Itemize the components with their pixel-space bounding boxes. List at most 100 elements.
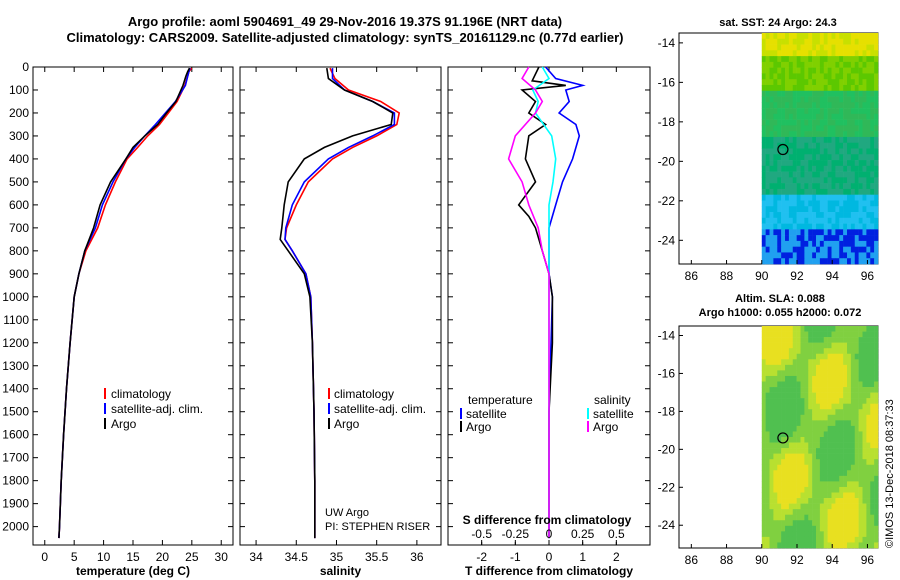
map-cell xyxy=(765,183,770,190)
map-cell xyxy=(847,73,852,80)
map-cell xyxy=(819,79,825,86)
note-pi: PI: STEPHEN RISER xyxy=(325,521,430,533)
map-cell xyxy=(796,437,801,443)
map-cell xyxy=(831,79,836,86)
map-cell xyxy=(823,44,828,51)
map-cell xyxy=(761,398,766,404)
map-cell xyxy=(808,475,813,482)
map-cell xyxy=(854,364,859,371)
map-cell xyxy=(812,442,817,449)
map-cell xyxy=(823,331,828,338)
map-cell xyxy=(831,503,836,510)
map-cell xyxy=(870,425,875,432)
map-cell xyxy=(761,67,766,74)
map-cell xyxy=(862,56,867,63)
map-cell xyxy=(843,61,848,68)
map-cell xyxy=(874,448,879,454)
map-cell xyxy=(773,470,778,477)
map-cell xyxy=(769,498,774,504)
map-cell xyxy=(773,212,778,219)
map-cell xyxy=(874,258,879,265)
map-cell xyxy=(788,425,794,432)
map-cell xyxy=(781,375,786,382)
map-cell xyxy=(831,464,836,471)
map-cell xyxy=(862,342,867,349)
map-cell xyxy=(800,67,805,74)
map-cell xyxy=(858,252,863,259)
sla-map-title-2: Argo h1000: 0.055 h2000: 0.072 xyxy=(699,307,862,319)
map-cell xyxy=(827,453,832,460)
map-cell xyxy=(800,90,805,97)
map-cell xyxy=(874,403,879,410)
map-cell xyxy=(862,90,867,97)
map-cell xyxy=(765,348,770,355)
map-cell xyxy=(866,459,871,466)
map-cell xyxy=(847,96,852,103)
map-cell xyxy=(773,353,778,360)
map-cell xyxy=(761,90,766,97)
map-cell xyxy=(858,459,863,466)
map-cell xyxy=(781,486,786,493)
legend-label: climatology xyxy=(111,387,171,401)
map-cell xyxy=(781,235,786,242)
map-cell xyxy=(858,486,863,493)
map-cell xyxy=(781,492,786,499)
map-cell xyxy=(804,353,809,360)
map-cell xyxy=(835,217,840,224)
map-cell xyxy=(769,525,774,532)
map-cell xyxy=(854,442,859,449)
map-cell xyxy=(874,79,879,86)
map-cell xyxy=(862,542,867,549)
map-cell xyxy=(858,542,863,549)
map-cell xyxy=(816,223,821,230)
map-cell xyxy=(843,79,848,86)
map-cell xyxy=(843,50,848,57)
map-cell xyxy=(854,359,859,366)
map-cell xyxy=(804,165,809,172)
map-cell xyxy=(773,258,778,265)
map-cell xyxy=(839,206,844,213)
map-cell xyxy=(819,113,825,120)
map-cell xyxy=(839,342,844,349)
map-cell xyxy=(792,531,797,538)
map-cell xyxy=(870,470,875,477)
map-cell xyxy=(781,33,786,40)
map-cell xyxy=(788,188,794,196)
map-cell xyxy=(850,498,856,504)
map-cell xyxy=(781,326,786,332)
map-cell xyxy=(843,453,848,460)
map-cell xyxy=(866,240,871,247)
map-cell xyxy=(773,67,778,74)
map-cell xyxy=(777,50,782,57)
map-cell xyxy=(874,108,879,115)
map-cell xyxy=(792,206,797,213)
map-cell xyxy=(870,188,875,196)
map-cell xyxy=(765,387,770,393)
map-cell xyxy=(866,188,871,196)
map-cell xyxy=(847,448,852,454)
map-cell xyxy=(773,387,778,393)
map-cell xyxy=(850,536,856,543)
map-cell xyxy=(761,131,766,138)
map-cell xyxy=(812,542,817,549)
map-cell xyxy=(854,119,859,126)
map-cell xyxy=(792,160,797,167)
map-cell xyxy=(785,486,790,493)
map-cell xyxy=(866,453,871,460)
map-cell xyxy=(761,409,766,416)
map-cell xyxy=(874,183,879,190)
map-cell xyxy=(761,38,766,45)
map-cell xyxy=(850,542,856,549)
map-cell xyxy=(808,470,813,477)
map-cell xyxy=(835,348,840,355)
map-cell xyxy=(761,370,766,377)
map-cell xyxy=(769,67,774,74)
map-cell xyxy=(816,331,821,338)
map-cell xyxy=(827,252,832,259)
map-cell xyxy=(862,61,867,68)
map-cell xyxy=(761,414,766,421)
map-cell xyxy=(870,113,875,120)
map-cell xyxy=(781,229,786,236)
map-cell xyxy=(858,44,863,51)
map-cell xyxy=(765,331,770,338)
